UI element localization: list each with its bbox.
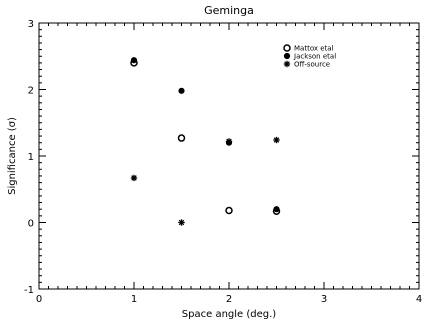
off-source-point	[130, 174, 138, 182]
data-points	[130, 57, 281, 226]
legend-marker-jackson-etal	[283, 52, 291, 60]
axis-ticks	[38, 22, 420, 290]
x-tick-label: 2	[226, 294, 232, 305]
jackson-etal-point	[273, 206, 280, 213]
x-tick-label: 4	[416, 294, 422, 305]
mattox-etal-point	[225, 206, 233, 215]
x-tick-label: 1	[131, 294, 137, 305]
legend-marker-off-source	[283, 60, 291, 68]
y-tick-label: 2	[28, 86, 34, 97]
y-tick-labels: -1 0 1 2 3	[24, 19, 34, 296]
mattox-etal-point	[177, 134, 186, 142]
x-axis-label: Space angle (deg.)	[182, 309, 277, 320]
legend-marker-mattox-etal	[283, 44, 291, 52]
legend-label-mattox-etal: Mattox etal	[294, 45, 334, 53]
jackson-etal-point	[130, 57, 138, 64]
off-source-point	[225, 138, 233, 145]
off-source-point	[273, 136, 280, 144]
y-tick-label: 0	[28, 219, 34, 230]
y-tick-label: 3	[28, 19, 34, 30]
legend-label-jackson-etal: Jackson etal	[293, 53, 336, 61]
jackson-etal-point	[178, 87, 185, 94]
y-axis-label: Significance (σ)	[7, 117, 18, 195]
y-tick-label: -1	[24, 285, 34, 296]
x-tick-label: 3	[321, 294, 327, 305]
chart-title: Geminga	[204, 4, 254, 17]
legend-label-off-source: Off-source	[294, 61, 330, 69]
y-tick-label: 1	[28, 152, 34, 163]
off-source-point	[178, 219, 185, 226]
x-tick-labels: 0 1 2 3 4	[36, 294, 422, 305]
x-tick-label: 0	[36, 294, 42, 305]
plot-frame	[38, 22, 420, 290]
